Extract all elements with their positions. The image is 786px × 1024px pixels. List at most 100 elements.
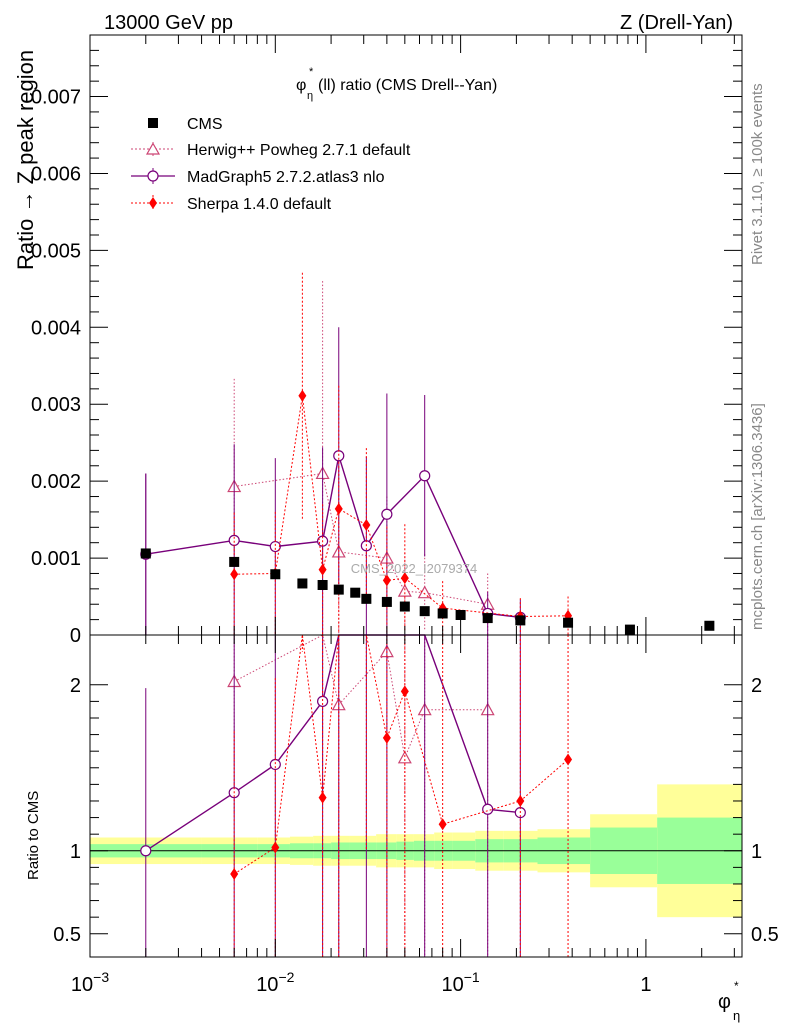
main-point-sherpa bbox=[230, 568, 239, 581]
ratio-y-tick-label: 2 bbox=[70, 675, 81, 697]
ratio-axes: 10−3 10−2 10−1 1 0.5 0.5 1 1 2 2 bbox=[53, 635, 779, 996]
ratio-point-madgraph bbox=[482, 803, 494, 815]
title-phi: φ bbox=[296, 77, 306, 94]
main-point-data bbox=[419, 606, 430, 617]
x-tick-label: 10−3 bbox=[71, 969, 109, 996]
ratio-ylabel: Ratio to CMS bbox=[25, 791, 42, 880]
main-panel: 0 0.001 0.002 0.003 0.004 0.005 0.006 0.007 CMS… bbox=[13, 34, 743, 647]
y-tick-label: 0.007 bbox=[31, 87, 81, 109]
legend-madgraph-label: MadGraph5 2.7.2.atlas3 nlo bbox=[187, 169, 385, 186]
main-point-herwig bbox=[417, 585, 432, 599]
main-point-sherpa bbox=[334, 502, 343, 515]
main-point-data bbox=[381, 596, 392, 607]
main-point-sherpa bbox=[318, 563, 327, 576]
main-point-data bbox=[704, 620, 715, 631]
xlabel-phi: φ bbox=[718, 991, 731, 1013]
y-tick-label: 0.005 bbox=[31, 240, 81, 262]
main-line-madgraph bbox=[145, 455, 521, 618]
main-point-data bbox=[563, 617, 574, 628]
ratio-point-herwig bbox=[397, 750, 412, 764]
plot-title: φ * η (ll) ratio (CMS Drell--Yan) bbox=[296, 66, 497, 102]
ratio-point-sherpa bbox=[564, 753, 573, 766]
main-series-herwig bbox=[227, 281, 495, 635]
main-series-madgraph bbox=[140, 327, 526, 635]
xlabel-star: * bbox=[734, 979, 739, 993]
main-point-data bbox=[482, 613, 493, 624]
mcplots-label: mcplots.cern.ch [arXiv:1306.3436] bbox=[749, 403, 766, 630]
main-point-sherpa bbox=[400, 572, 409, 585]
ratio-point-sherpa bbox=[318, 791, 327, 804]
legend-madgraph: MadGraph5 2.7.2.atlas3 nlo bbox=[131, 168, 385, 186]
legend-cms-label: CMS bbox=[187, 116, 223, 133]
main-ylabel: Ratio → Z peak region bbox=[13, 50, 38, 270]
ratio-y-tick-label-right: 2 bbox=[751, 675, 762, 697]
legend-madgraph-marker bbox=[147, 170, 159, 182]
ratio-y-tick-label: 0.5 bbox=[53, 924, 81, 946]
main-point-data bbox=[399, 601, 410, 612]
ratio-point-sherpa bbox=[400, 685, 409, 698]
main-series-data bbox=[140, 548, 715, 635]
main-point-sherpa bbox=[298, 389, 307, 402]
main-point-sherpa bbox=[382, 574, 391, 587]
main-line-sherpa bbox=[234, 395, 569, 618]
ratio-frame bbox=[89, 634, 743, 958]
x-tick-label: 10−2 bbox=[256, 969, 294, 996]
main-point-data bbox=[437, 608, 448, 619]
main-point-data bbox=[624, 624, 635, 635]
ratio-point-sherpa bbox=[516, 794, 525, 807]
x-tick-label: 1 bbox=[640, 974, 651, 996]
y-tick-label: 0.003 bbox=[31, 394, 81, 416]
rivet-label: Rivet 3.1.10, ≥ 100k events bbox=[749, 83, 766, 265]
energy-label: 13000 GeV pp bbox=[104, 12, 233, 34]
legend-cms: CMS bbox=[148, 116, 223, 133]
main-point-data bbox=[140, 548, 151, 559]
y-tick-label: 0.002 bbox=[31, 471, 81, 493]
ratio-y-tick-label: 1 bbox=[70, 841, 81, 863]
ratio-point-sherpa bbox=[271, 841, 280, 854]
main-axes: 0 0.001 0.002 0.003 0.004 0.005 0.006 0.007 bbox=[31, 35, 742, 647]
ratio-series-herwig bbox=[227, 634, 495, 957]
main-plot-area bbox=[140, 272, 715, 635]
title-text: (ll) ratio (CMS Drell--Yan) bbox=[318, 77, 497, 94]
main-point-data bbox=[229, 556, 240, 567]
ratio-line-herwig bbox=[233, 634, 488, 760]
title-star: * bbox=[309, 66, 314, 78]
legend: CMS Herwig++ Powheg 2.7.1 default MadGra… bbox=[131, 116, 411, 213]
main-point-data bbox=[297, 578, 308, 589]
main-point-data bbox=[350, 587, 361, 598]
legend-cms-marker bbox=[148, 118, 158, 128]
ratio-y-tick-label-right: 0.5 bbox=[751, 924, 779, 946]
legend-herwig-marker bbox=[145, 142, 161, 155]
ratio-line-madgraph bbox=[145, 634, 521, 852]
main-point-madgraph bbox=[419, 470, 431, 482]
ratio-y-tick-label-right: 1 bbox=[751, 841, 762, 863]
main-series-sherpa bbox=[230, 272, 573, 635]
title-eta: η bbox=[307, 90, 313, 102]
process-label: Z (Drell-Yan) bbox=[620, 12, 733, 34]
ratio-point-sherpa bbox=[438, 818, 447, 831]
main-point-data bbox=[515, 615, 526, 626]
main-point-data bbox=[270, 569, 281, 580]
ratio-plot-area bbox=[90, 634, 742, 957]
ratio-series-sherpa bbox=[230, 634, 573, 957]
main-point-herwig bbox=[397, 583, 412, 597]
y-tick-label: 0 bbox=[70, 625, 81, 647]
legend-sherpa: Sherpa 1.4.0 default bbox=[131, 195, 332, 213]
legend-herwig: Herwig++ Powheg 2.7.1 default bbox=[131, 142, 411, 159]
y-tick-label: 0.006 bbox=[31, 163, 81, 185]
legend-sherpa-label: Sherpa 1.4.0 default bbox=[187, 196, 332, 213]
main-point-data bbox=[317, 580, 328, 590]
main-point-data bbox=[455, 610, 466, 620]
y-tick-label: 0.004 bbox=[31, 317, 81, 339]
ratio-series-madgraph bbox=[140, 634, 526, 957]
main-point-madgraph bbox=[381, 508, 393, 520]
ratio-point-madgraph bbox=[140, 845, 152, 857]
main-point-sherpa bbox=[362, 519, 371, 531]
ratio-point-sherpa bbox=[382, 731, 391, 744]
ratio-panel: 10−3 10−2 10−1 1 0.5 0.5 1 1 2 2 Ratio to CMS φ *… bbox=[25, 634, 779, 1023]
main-line-herwig bbox=[234, 472, 488, 605]
x-axis-label: φ * η bbox=[718, 979, 740, 1023]
legend-sherpa-marker bbox=[149, 197, 157, 209]
analysis-watermark: CMS_2022_I2079374 bbox=[351, 561, 478, 576]
